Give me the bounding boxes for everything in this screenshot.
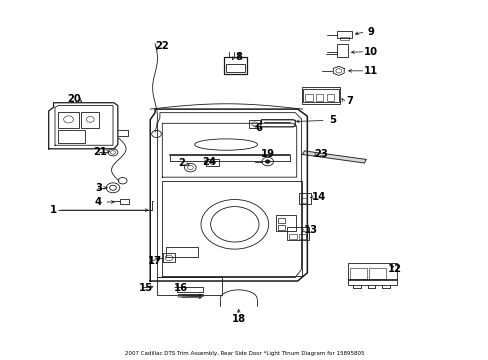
Text: 5: 5	[328, 116, 335, 125]
Polygon shape	[302, 151, 366, 163]
Text: 21: 21	[93, 147, 107, 157]
Text: 19: 19	[260, 149, 274, 159]
Bar	[301, 87, 340, 104]
Bar	[337, 31, 351, 38]
Bar	[302, 89, 338, 102]
Bar	[81, 112, 99, 127]
Text: 8: 8	[235, 51, 242, 62]
Text: 12: 12	[386, 264, 401, 274]
Text: 23: 23	[313, 149, 327, 159]
Bar	[315, 94, 323, 100]
Text: 15: 15	[138, 283, 152, 293]
Bar	[163, 253, 175, 262]
Text: 4: 4	[95, 197, 102, 207]
Text: 14: 14	[312, 192, 326, 202]
Bar	[368, 268, 386, 279]
Bar	[337, 44, 347, 57]
Bar	[166, 247, 197, 257]
Text: 13: 13	[304, 225, 318, 235]
Text: 10: 10	[364, 47, 377, 57]
Bar	[326, 94, 333, 100]
Bar	[225, 64, 245, 72]
Text: 2007 Cadillac DTS Trim Assembly, Rear Side Door *Light Ttnum Diagram for 1589580: 2007 Cadillac DTS Trim Assembly, Rear Si…	[124, 351, 364, 356]
Text: 6: 6	[255, 122, 262, 132]
Bar	[348, 263, 396, 280]
Text: 18: 18	[231, 314, 245, 324]
Bar	[348, 279, 396, 284]
Bar	[177, 287, 203, 292]
Text: 16: 16	[173, 283, 187, 293]
Bar	[58, 130, 85, 143]
Bar	[300, 198, 307, 203]
Bar	[305, 94, 312, 100]
Bar	[288, 234, 296, 239]
Bar	[58, 112, 79, 127]
Text: 22: 22	[155, 41, 169, 51]
Text: 24: 24	[203, 157, 216, 167]
Text: 20: 20	[67, 94, 81, 104]
Bar	[278, 218, 285, 223]
Bar	[249, 121, 260, 127]
Text: 9: 9	[367, 27, 374, 37]
Bar	[298, 234, 306, 239]
Bar	[275, 215, 296, 231]
Bar	[156, 277, 222, 295]
Text: 1: 1	[50, 205, 57, 215]
Bar	[286, 227, 308, 240]
Bar	[349, 268, 366, 279]
Text: 7: 7	[346, 96, 353, 106]
Bar	[224, 57, 247, 74]
Bar	[298, 193, 310, 204]
Circle shape	[265, 160, 269, 163]
Bar	[340, 37, 348, 40]
Text: 11: 11	[363, 66, 378, 76]
Bar	[205, 159, 219, 166]
Text: 17: 17	[148, 256, 162, 266]
Bar	[278, 225, 285, 230]
Text: 2: 2	[178, 158, 185, 168]
Bar	[120, 199, 129, 204]
Text: 3: 3	[95, 183, 102, 193]
